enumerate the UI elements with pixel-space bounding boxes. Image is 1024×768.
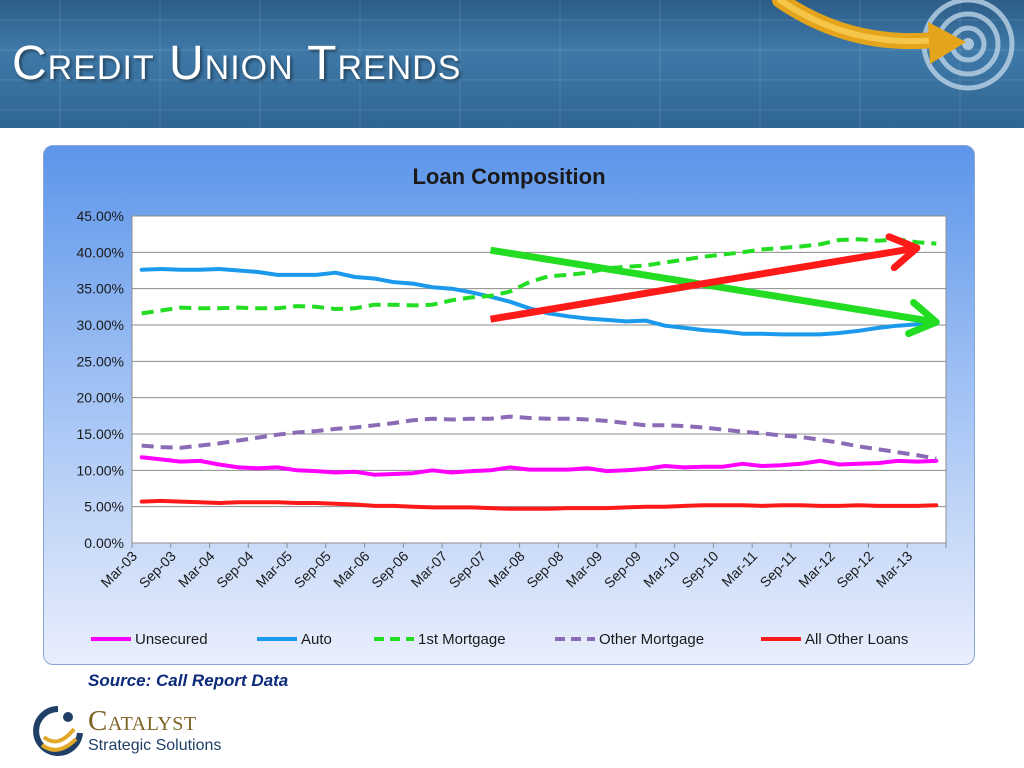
y-tick-label: 35.00% [77, 281, 124, 297]
x-tick-label: Sep-07 [446, 548, 489, 591]
legend-label: All Other Loans [805, 631, 908, 648]
chart-title: Loan Composition [412, 164, 605, 189]
x-tick-label: Sep-03 [136, 548, 179, 591]
x-tick-label: Sep-12 [833, 548, 876, 591]
logo-name: Catalyst [88, 705, 197, 737]
trend-arrow-shaft [489, 246, 937, 326]
y-tick-label: 5.00% [84, 499, 124, 515]
legend-label: Other Mortgage [599, 631, 704, 648]
x-tick-label: Mar-08 [485, 548, 528, 591]
legend-label: 1st Mortgage [418, 631, 506, 648]
chart-canvas: Loan Composition 0.00% 5.00% 10.00% 15.00% 20… [77, 164, 947, 648]
trend-arrow-head [885, 233, 921, 272]
legend-label: Unsecured [135, 631, 208, 648]
series-line [139, 455, 939, 477]
y-tick-label: 45.00% [77, 208, 124, 224]
slide-header: Credit Union Trends [0, 0, 1024, 128]
x-tick-label: Sep-04 [213, 548, 256, 591]
y-tick-label: 15.00% [77, 426, 124, 442]
y-tick-label: 10.00% [77, 462, 124, 478]
source-note: Source: Call Report Data [88, 671, 289, 690]
y-tick-label: 25.00% [77, 353, 124, 369]
trend-arrow-head [905, 299, 940, 337]
x-tick-label: Mar-03 [97, 548, 140, 591]
x-tick-label: Mar-06 [330, 548, 373, 591]
x-tick-label: Mar-12 [795, 548, 838, 591]
catalyst-logo: Catalyst Strategic Solutions [30, 703, 250, 761]
x-tick-label: Mar-04 [175, 548, 218, 591]
y-tick-label: 30.00% [77, 317, 124, 333]
series-line [141, 237, 937, 316]
y-tick-label: 20.00% [77, 390, 124, 406]
x-tick-label: Sep-06 [368, 548, 411, 591]
y-tick-label: 0.00% [84, 535, 124, 551]
target-arrow-icon [772, 0, 1015, 91]
series-line [141, 414, 937, 461]
x-tick-label: Mar-11 [718, 548, 760, 590]
x-tick-label: Sep-05 [291, 548, 334, 591]
x-tick-label: Sep-11 [757, 548, 800, 591]
x-tick-label: Mar-09 [563, 548, 606, 591]
header-grid-pattern [0, 0, 1024, 128]
legend-label: Auto [301, 631, 332, 648]
slide-title: Credit Union Trends [12, 37, 462, 90]
y-tick-label: 40.00% [77, 244, 124, 260]
catalyst-logo-icon [33, 706, 83, 756]
x-tick-label: Sep-09 [601, 548, 644, 591]
x-tick-label: Sep-10 [678, 548, 721, 591]
x-tick-label: Mar-05 [252, 548, 295, 591]
x-tick-label: Mar-07 [408, 548, 451, 591]
x-tick-label: Mar-13 [873, 548, 916, 591]
trend-arrow-shaft [489, 244, 918, 323]
x-tick-label: Mar-10 [640, 548, 683, 591]
plot-area [131, 215, 947, 544]
loan-composition-chart: Loan Composition 0.00% 5.00% 10.00% 15.00% 20… [43, 145, 975, 665]
series-line [139, 498, 939, 511]
logo-tagline: Strategic Solutions [88, 737, 222, 754]
x-tick-label: Sep-08 [523, 548, 566, 591]
